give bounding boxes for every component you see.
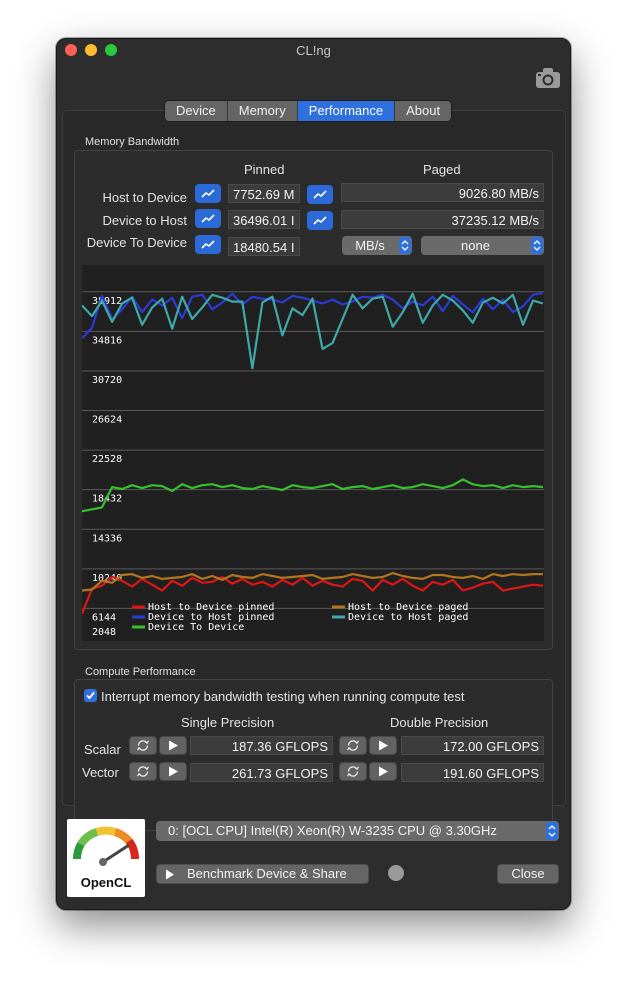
bandwidth-chart-svg: 3891234816307202662422528184321433610240… [80, 291, 544, 638]
tab-bar: Device Memory Performance About [164, 100, 453, 122]
unit-select[interactable]: MB/s [342, 236, 412, 255]
device-to-host-paged-field[interactable]: 37235.12 MB/s [341, 210, 544, 229]
legend-label: Device to Host paged [348, 612, 468, 623]
unit-select-value: MB/s [355, 238, 385, 253]
legend-label: Device to Host pinned [148, 612, 274, 623]
play-icon [169, 740, 178, 751]
vector-single-result: 261.73 GFLOPS [190, 763, 333, 782]
y-tick-label: 30720 [92, 375, 122, 386]
zoom-window-icon[interactable] [105, 44, 117, 56]
scalar-double-run-button[interactable] [369, 736, 397, 755]
host-to-device-paged-field[interactable]: 9026.80 MB/s [341, 183, 544, 202]
play-icon [379, 740, 388, 751]
interrupt-label: Interrupt memory bandwidth testing when … [101, 689, 465, 704]
memory-bandwidth-title: Memory Bandwidth [85, 136, 180, 148]
y-tick-label: 10240 [92, 573, 122, 584]
play-icon [166, 869, 174, 880]
refresh-icon [136, 740, 150, 751]
filter-select[interactable]: none [421, 236, 544, 255]
refresh-icon [136, 766, 150, 777]
graph-icon [313, 216, 327, 225]
window-title: CL!ng [296, 43, 331, 58]
play-icon [379, 766, 388, 777]
benchmark-share-button[interactable]: Benchmark Device & Share [156, 864, 369, 884]
paged-header: Paged [423, 162, 461, 177]
app-window: CL!ng Device Memory Performance About Me… [56, 38, 571, 910]
opencl-logo: OpenCL [67, 819, 145, 897]
device-to-host-paged-graph-button[interactable] [307, 211, 333, 230]
camera-icon[interactable] [535, 67, 561, 89]
play-icon [169, 766, 178, 777]
chevron-updown-icon [546, 822, 558, 840]
tab-device[interactable]: Device [165, 101, 228, 121]
series-line-device-to-host-paged [81, 292, 544, 370]
device-to-host-pinned-graph-button[interactable] [195, 209, 221, 228]
graph-icon [201, 189, 215, 198]
graph-icon [313, 190, 327, 199]
interrupt-checkbox[interactable] [84, 689, 97, 702]
checkmark-icon [86, 691, 95, 700]
vector-double-run-button[interactable] [369, 762, 397, 781]
single-precision-header: Single Precision [181, 715, 275, 730]
device-select[interactable]: 0: [OCL CPU] Intel(R) Xeon(R) W-3235 CPU… [156, 821, 559, 841]
legend-label: Host to Device pinned [148, 602, 274, 613]
minimize-window-icon[interactable] [85, 44, 97, 56]
scalar-single-result: 187.36 GFLOPS [190, 736, 333, 755]
vector-single-run-button[interactable] [159, 762, 187, 781]
scalar-single-refresh-button[interactable] [129, 736, 157, 755]
chevron-updown-icon [531, 237, 543, 254]
pinned-header: Pinned [244, 162, 285, 177]
gauge-icon [73, 826, 139, 866]
vector-single-refresh-button[interactable] [129, 762, 157, 781]
compute-performance-title: Compute Performance [85, 666, 196, 678]
status-indicator [388, 865, 404, 881]
y-tick-label: 26624 [92, 415, 122, 426]
compute-performance-box [74, 679, 553, 831]
y-tick-label: 2048 [92, 627, 116, 638]
series-line-host-to-device-pinned [80, 575, 544, 615]
device-to-device-pinned-graph-button[interactable] [195, 235, 221, 254]
y-tick-label: 14336 [92, 533, 122, 544]
scalar-double-refresh-button[interactable] [339, 736, 367, 755]
double-precision-header: Double Precision [390, 715, 489, 730]
graph-icon [201, 214, 215, 223]
y-tick-label: 34816 [92, 335, 122, 346]
host-to-device-pinned-graph-button[interactable] [195, 184, 221, 203]
y-tick-label: 38912 [92, 296, 122, 307]
opencl-logo-text: OpenCL [80, 875, 132, 890]
graph-icon [201, 240, 215, 249]
filter-select-value: none [461, 238, 490, 253]
bandwidth-chart: 38912 34816 30720 26624 22528 18432 14336 10240… [80, 265, 544, 641]
device-to-host-pinned-field[interactable]: 36496.01 I [228, 210, 300, 229]
device-to-device-pinned-field[interactable]: 18480.54 I [228, 237, 300, 256]
vector-label: Vector [82, 765, 119, 780]
tab-memory[interactable]: Memory [227, 101, 298, 121]
refresh-icon [346, 766, 360, 777]
y-tick-label: 22528 [92, 454, 122, 465]
scalar-single-run-button[interactable] [159, 736, 187, 755]
series-line-host-to-device-paged [81, 572, 543, 592]
tab-performance[interactable]: Performance [297, 101, 396, 121]
device-to-host-label: Device to Host [102, 213, 187, 228]
scalar-label: Scalar [84, 742, 121, 757]
legend-label: Device To Device [148, 622, 244, 633]
series-line-device-to-device [81, 478, 544, 513]
device-select-value: 0: [OCL CPU] Intel(R) Xeon(R) W-3235 CPU… [168, 823, 497, 838]
benchmark-share-label: Benchmark Device & Share [187, 866, 347, 881]
y-tick-label: 6144 [92, 612, 116, 623]
legend-label: Host to Device paged [348, 602, 468, 613]
scalar-double-result: 172.00 GFLOPS [401, 736, 544, 755]
chevron-updown-icon [399, 237, 411, 254]
host-to-device-label: Host to Device [102, 190, 187, 205]
close-window-icon[interactable] [65, 44, 77, 56]
tab-about[interactable]: About [395, 101, 452, 121]
host-to-device-paged-graph-button[interactable] [307, 185, 333, 204]
vector-double-result: 191.60 GFLOPS [401, 763, 544, 782]
close-button[interactable]: Close [497, 864, 559, 884]
refresh-icon [346, 740, 360, 751]
vector-double-refresh-button[interactable] [339, 762, 367, 781]
host-to-device-pinned-field[interactable]: 7752.69 M [228, 184, 300, 203]
device-to-device-label: Device To Device [86, 235, 187, 250]
